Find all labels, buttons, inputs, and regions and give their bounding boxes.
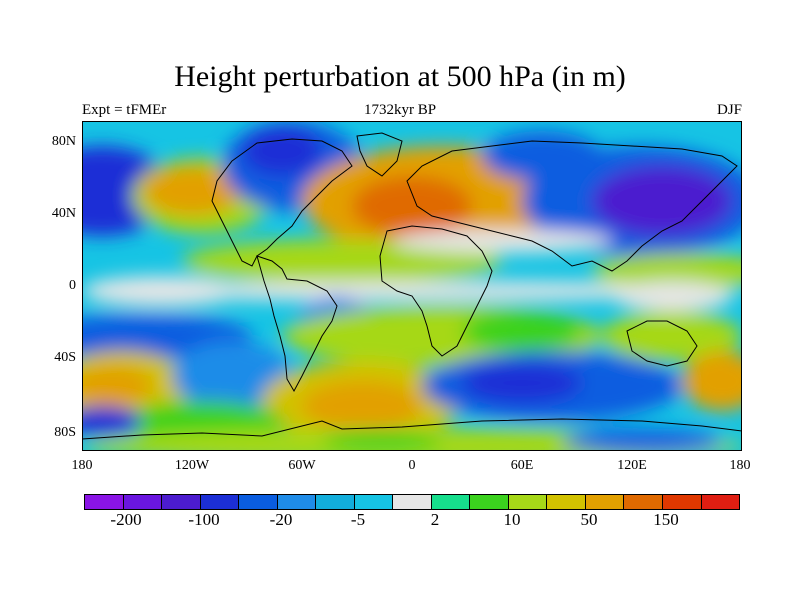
colorbar-swatch xyxy=(662,495,702,509)
colorbar-swatch xyxy=(239,495,278,509)
lon-tick-label: 60W xyxy=(288,458,316,473)
lon-tick-label: 0 xyxy=(408,458,416,473)
height-perturbation-map xyxy=(82,121,742,451)
colorbar-swatch xyxy=(547,495,586,509)
lon-tick-label: 120W xyxy=(174,458,210,473)
lat-tick-label: 80N xyxy=(51,134,76,149)
colorbar-swatch xyxy=(162,495,201,509)
lat-tick-label: 40S xyxy=(54,350,76,365)
colorbar-label: -100 xyxy=(188,510,220,529)
lat-tick-label: 80S xyxy=(54,425,76,440)
colorbar xyxy=(84,494,740,510)
time-label: 1732kyr BP xyxy=(363,102,437,118)
colorbar-label: -5 xyxy=(350,510,366,529)
colorbar-swatch xyxy=(431,495,471,509)
coastlines xyxy=(82,132,742,440)
lon-tick-label: 180 xyxy=(71,458,93,473)
map-frame xyxy=(82,121,742,451)
experiment-label: Expt = tFMEr xyxy=(82,102,167,118)
lon-tick-label: 60E xyxy=(510,458,534,473)
colorbar-label: 150 xyxy=(653,510,679,529)
season-label: DJF xyxy=(716,102,742,118)
lat-tick-label: 0 xyxy=(69,278,76,293)
colorbar-label: 10 xyxy=(503,510,521,529)
colorbar-swatch xyxy=(316,495,355,509)
colorbar-swatch xyxy=(624,495,663,509)
colorbar-label: 50 xyxy=(580,510,598,529)
colorbar-swatch xyxy=(277,495,317,509)
colorbar-swatch xyxy=(200,495,240,509)
colorbar-label: -20 xyxy=(269,510,293,529)
lon-tick-label: 180 xyxy=(729,458,751,473)
map-title: Height perturbation at 500 hPa (in m) xyxy=(174,60,626,93)
lon-tick-label: 120E xyxy=(617,458,647,473)
contour-fields xyxy=(82,121,742,451)
colorbar-swatch xyxy=(508,495,548,509)
colorbar-label: -200 xyxy=(110,510,142,529)
colorbar-swatch xyxy=(701,495,740,509)
colorbar-swatch xyxy=(585,495,625,509)
colorbar-swatch xyxy=(354,495,394,509)
lat-tick-label: 40N xyxy=(51,206,76,221)
colorbar-swatch xyxy=(85,495,124,509)
map-panel xyxy=(82,121,742,451)
colorbar-label: 2 xyxy=(430,510,440,529)
colorbar-swatch xyxy=(123,495,163,509)
colorbar-swatch xyxy=(393,495,432,509)
colorbar-swatch xyxy=(470,495,509,509)
